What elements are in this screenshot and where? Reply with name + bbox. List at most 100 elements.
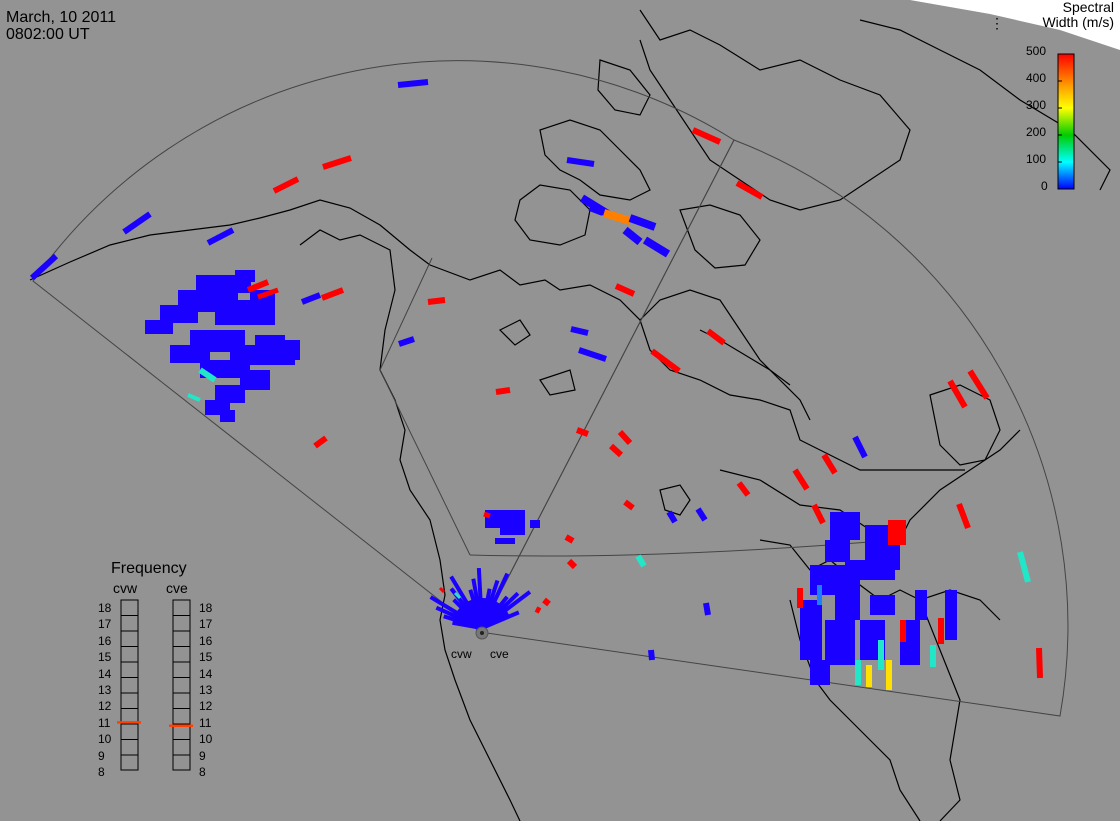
echo-cell	[1017, 551, 1031, 583]
echo-cell	[235, 270, 255, 282]
frequency-scale-number: 13	[98, 683, 112, 697]
echo-cell	[481, 610, 520, 630]
colorbar-tick-100: 100	[1026, 152, 1047, 166]
echo-cell	[534, 606, 542, 614]
frequency-scale-number: 8	[98, 765, 105, 779]
echo-cell	[855, 660, 861, 685]
echo-cell	[542, 597, 551, 607]
frequency-scale-number: 13	[199, 683, 213, 697]
colorbar-title-line1: Spectral	[1062, 0, 1114, 15]
colorbar-tick-marks	[1058, 53, 1062, 190]
echo-cell	[967, 369, 990, 400]
echo-cell	[438, 586, 446, 594]
frequency-scale-number: 9	[98, 748, 105, 763]
echo-cell	[792, 468, 810, 491]
echo-cell	[878, 640, 884, 670]
echo-cell	[246, 279, 270, 293]
echo-cell	[888, 520, 906, 545]
echo-cell	[575, 427, 590, 437]
echo-cell	[608, 443, 624, 458]
echo-cell	[566, 558, 578, 570]
echo-cell	[453, 591, 462, 600]
echo-cell	[588, 203, 605, 216]
frequency-gauge-cvw	[120, 599, 139, 771]
echo-cell	[313, 435, 328, 449]
echo-cell	[220, 410, 235, 422]
echo-cell	[240, 370, 270, 390]
echo-cell	[495, 538, 515, 544]
frequency-scale-number: 15	[199, 650, 213, 665]
echo-cell	[215, 300, 275, 325]
frequency-scale-number: 14	[199, 666, 213, 681]
frequency-scale-number: 18	[199, 601, 213, 615]
echo-cell	[623, 499, 635, 511]
colorbar-title-line2: Width (m/s)	[1042, 14, 1114, 30]
echo-cell	[835, 580, 860, 620]
field-of-view	[32, 60, 1069, 717]
colorbar-tick-400: 400	[1026, 71, 1047, 85]
frequency-scale-number: 17	[199, 617, 213, 632]
echo-cells	[29, 79, 1043, 690]
frequency-scale-number: 14	[98, 666, 112, 681]
colorbar-tick-0: 0	[1041, 179, 1048, 193]
echo-cell	[735, 180, 764, 200]
colorbar-tick-300: 300	[1026, 98, 1047, 112]
echo-cell	[650, 348, 681, 374]
frequency-label-cvw: cvw	[113, 580, 138, 596]
echo-cell	[800, 600, 822, 660]
frequency-scale-number: 11	[98, 715, 111, 730]
time-label: 0802:00 UT	[6, 26, 90, 43]
echo-cell	[397, 79, 429, 88]
echo-cell	[198, 367, 217, 383]
echo-cell	[852, 435, 868, 459]
echo-cell	[900, 620, 906, 642]
echo-cell	[187, 393, 201, 402]
echo-cell	[642, 236, 671, 258]
colorbar-tick-500: 500	[1026, 44, 1047, 58]
radar-label-cve: cve	[490, 647, 509, 661]
echo-cell	[427, 297, 446, 305]
echo-cell	[648, 649, 655, 661]
frequency-scale-number: 8	[199, 765, 206, 779]
frequency-scale-number: 17	[98, 617, 112, 632]
echo-cell	[830, 512, 860, 540]
echo-cell	[578, 347, 607, 362]
echo-cell	[930, 645, 936, 667]
echo-cell	[206, 227, 235, 246]
echo-cell	[495, 387, 511, 395]
frequency-scale-number: 16	[199, 633, 213, 648]
echo-cell	[320, 287, 345, 301]
radar-label-cvw: cvw	[451, 647, 472, 661]
echo-cell	[322, 155, 352, 170]
echo-cell	[811, 503, 826, 525]
frequency-title: Frequency	[111, 560, 187, 577]
echo-cell	[215, 385, 245, 403]
echo-cell	[300, 292, 322, 305]
date-time-header: March, 10 2011 0802:00 UT	[6, 9, 116, 43]
echo-cell	[170, 345, 210, 363]
echo-cell	[821, 453, 838, 475]
echo-cell	[617, 429, 633, 446]
echo-cell	[666, 510, 678, 524]
echo-cell	[570, 326, 589, 336]
date-label: March, 10 2011	[6, 9, 116, 26]
frequency-scale-number: 10	[98, 732, 112, 747]
frequency-scale-number: 9	[199, 748, 206, 763]
frequency-gauges	[117, 599, 193, 771]
echo-cell	[285, 340, 300, 360]
echo-cell	[825, 620, 855, 665]
echo-cell	[257, 287, 279, 300]
echo-cell	[956, 502, 971, 530]
radar-site-dot	[480, 631, 484, 635]
frequency-scale-number: 15	[98, 650, 112, 665]
echo-cell	[695, 507, 708, 522]
map-corner-white	[910, 0, 1120, 50]
echo-cell	[602, 209, 632, 225]
echo-cell	[566, 157, 595, 167]
echo-cell	[564, 534, 575, 544]
echo-cell	[817, 585, 822, 605]
echo-cell	[500, 525, 525, 535]
echo-cell	[870, 595, 895, 615]
echo-cell	[628, 214, 657, 231]
